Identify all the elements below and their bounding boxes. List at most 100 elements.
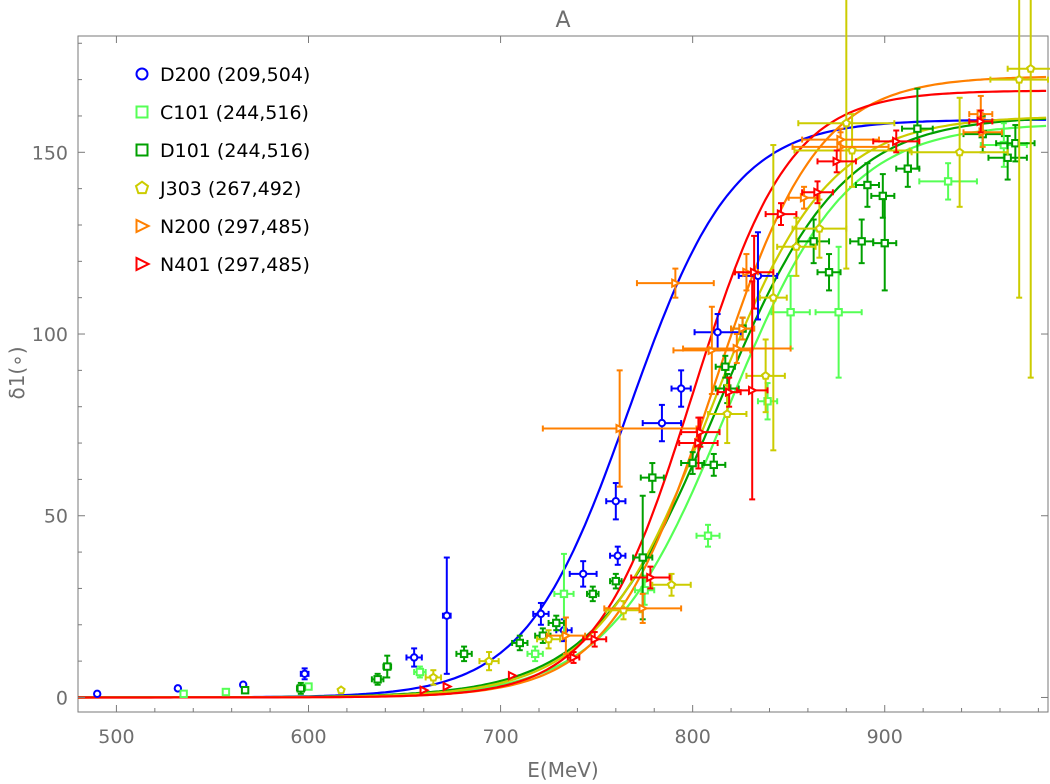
marker-square — [383, 662, 392, 671]
legend-label: D200 (209,504) — [160, 64, 310, 86]
marker-square — [903, 164, 912, 173]
data-point — [797, 218, 831, 265]
data-point — [336, 685, 346, 695]
fit-curves — [78, 75, 1047, 699]
data-point — [678, 416, 719, 470]
marker-square — [943, 177, 953, 186]
marker-triangle — [696, 427, 707, 438]
data-point — [849, 218, 875, 265]
marker-triangle — [892, 136, 903, 147]
data-point — [995, 124, 1036, 163]
marker-triangle — [638, 603, 649, 614]
data-point — [179, 689, 188, 699]
marker-square — [611, 576, 621, 586]
x-tick-label: 900 — [867, 726, 903, 748]
data-point — [814, 245, 863, 379]
marker-square — [296, 684, 306, 693]
data-point — [603, 592, 683, 624]
marker-circle — [657, 418, 667, 428]
data-point — [793, 113, 911, 188]
data-point — [609, 545, 627, 566]
marker-square — [834, 308, 843, 317]
data-point — [733, 234, 775, 310]
marker-pentagon — [722, 409, 732, 418]
series-points — [419, 109, 994, 696]
marker-square — [638, 553, 647, 562]
plot-border — [77, 35, 1049, 713]
marker-triangle — [813, 187, 824, 198]
data-point — [639, 462, 665, 494]
marker-pentagon — [768, 292, 778, 302]
fit-curve — [78, 124, 1047, 699]
marker-triangle — [799, 192, 811, 203]
data-point — [424, 669, 443, 686]
marker-pentagon — [841, 118, 851, 128]
data-point — [801, 180, 834, 205]
marker-triangle — [561, 630, 572, 641]
data-point — [680, 416, 721, 448]
marker-square — [809, 237, 818, 246]
marker-square — [824, 268, 834, 277]
y-axis-label: δ1(∘) — [5, 346, 29, 399]
marker-square — [863, 180, 872, 190]
legend-label: D101 (244,516) — [160, 140, 310, 162]
data-point — [918, 162, 978, 201]
chart-title: A — [555, 8, 570, 33]
data-point — [507, 670, 519, 681]
data-point — [872, 129, 921, 154]
marker-square — [721, 362, 730, 371]
data-point — [630, 565, 671, 590]
legend-label: N401 (297,485) — [160, 254, 310, 276]
x-tick-label: 500 — [98, 726, 134, 748]
fit-curve — [78, 89, 1047, 699]
marker-circle — [578, 569, 588, 579]
marker-triangle — [694, 437, 705, 449]
marker-square — [703, 531, 713, 540]
marker-square — [648, 473, 657, 482]
data-point — [299, 667, 310, 681]
marker-circle — [676, 384, 686, 393]
data-point — [989, 0, 1049, 299]
data-point — [770, 274, 811, 350]
data-point — [735, 280, 769, 501]
marker-triangle — [507, 670, 519, 681]
series-points — [336, 0, 1050, 695]
data-point — [536, 629, 562, 650]
marker-triangle — [590, 634, 601, 645]
data-point — [455, 645, 473, 663]
marker-square — [240, 685, 250, 695]
data-point — [382, 654, 393, 679]
marker-square — [530, 649, 540, 659]
data-point — [93, 689, 102, 699]
x-axis-label: E(MeV) — [527, 758, 598, 782]
data-point — [901, 87, 934, 170]
marker-circle — [613, 551, 622, 560]
y-tick-label: 100 — [32, 324, 68, 346]
marker-triangle — [569, 652, 580, 663]
data-point — [586, 585, 600, 603]
marker-square — [179, 689, 188, 699]
legend: D200 (209,504) C101 (244,516) D101 (244,51… — [134, 64, 310, 276]
marker-circle — [611, 497, 621, 506]
data-point — [854, 162, 880, 208]
legend-item: J303 (267,492) — [134, 178, 301, 200]
marker-triangle — [646, 572, 657, 583]
data-point — [413, 665, 427, 679]
data-point — [478, 651, 500, 672]
fit-curve — [78, 118, 1047, 699]
data-point — [547, 614, 565, 632]
marker-square — [135, 105, 149, 119]
series-points — [541, 94, 1003, 655]
marker-triangle — [671, 278, 682, 289]
marker-circle — [135, 67, 149, 81]
data-point — [670, 369, 692, 408]
marker-circle — [93, 689, 102, 699]
data-point — [870, 173, 896, 219]
legend-label: C101 (244,516) — [160, 102, 309, 124]
legend-item: D200 (209,504) — [135, 64, 310, 86]
marker-square — [709, 460, 718, 470]
y-tick-label: 150 — [32, 142, 68, 164]
data-point — [714, 354, 736, 379]
legend-label: N200 (297,485) — [160, 216, 310, 238]
